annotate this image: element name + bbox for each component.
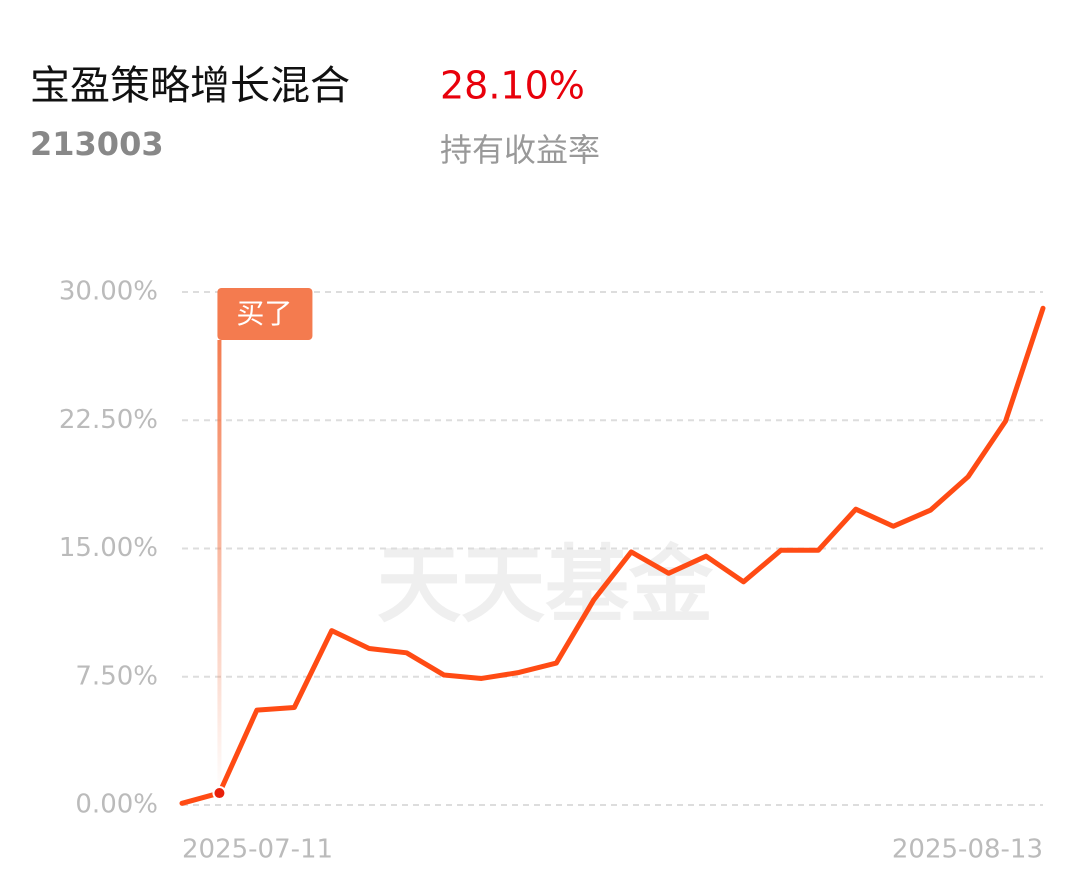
line	[179, 305, 1046, 806]
watermark: 天天基金	[377, 535, 714, 634]
x-tick-label: 2025-07-11	[182, 835, 333, 865]
y-tick-label: 15.00%	[59, 533, 158, 563]
return-label: 持有收益率	[440, 131, 600, 169]
return-value: 28.10%	[440, 64, 585, 108]
annotation-stem	[217, 340, 222, 794]
annotation-box	[217, 288, 313, 340]
y-tick-label: 0.00%	[75, 790, 158, 820]
y-tick-label: 30.00%	[59, 277, 158, 307]
fund-name: 宝盈策略增长混合	[30, 63, 350, 109]
fund-code: 213003	[30, 125, 164, 163]
annotation-text: 买了	[236, 297, 292, 330]
buy-point	[212, 786, 227, 801]
y-tick-label: 7.50%	[75, 661, 158, 691]
y-tick-label: 22.50%	[59, 405, 158, 435]
x-tick-label: 2025-08-13	[892, 835, 1043, 865]
